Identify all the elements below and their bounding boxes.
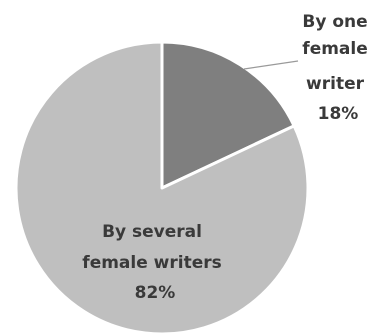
slice-label-by-one-female-writer: By one female writer 18% xyxy=(302,12,373,124)
pie-slice-by-one-female-writer xyxy=(160,40,296,190)
slice-label-line: female writers xyxy=(82,253,221,273)
slice-value-label: 82% xyxy=(135,283,176,303)
slice-label-line: By several xyxy=(102,222,202,242)
slice-label-line: By one xyxy=(302,12,367,32)
slice-label-line: writer xyxy=(306,74,365,94)
slice-label-by-several-female-writers: By several female writers 82% xyxy=(82,222,227,303)
slice-label-line: female xyxy=(302,39,367,59)
pie-slices xyxy=(14,40,310,333)
pie-slice-by-several-female-writers xyxy=(14,40,310,333)
slice-value-label: 18% xyxy=(318,104,359,124)
leader-line-by-one-female-writer xyxy=(243,60,299,70)
